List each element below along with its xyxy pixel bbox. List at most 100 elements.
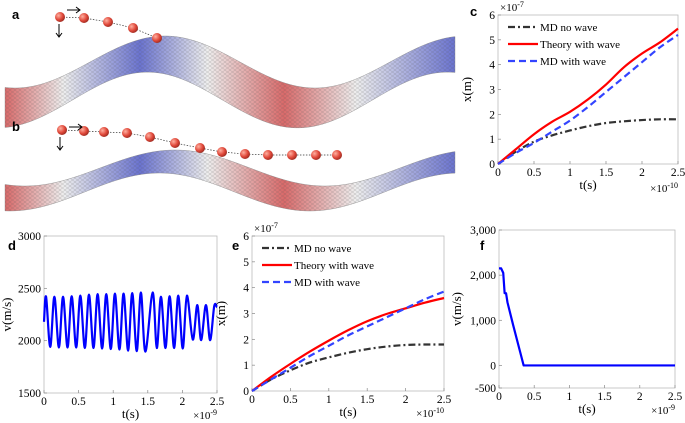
bead: [287, 150, 297, 160]
series-line-0: [251, 343, 445, 392]
legend-entry: Theory with wave: [540, 39, 620, 51]
legend-entry: Theory with wave: [294, 260, 374, 272]
x-tick-label: 0: [496, 391, 502, 403]
x-tick-label: 1: [567, 167, 573, 179]
y-tick-label: 2: [243, 334, 249, 346]
x-tick-label: 2: [403, 394, 409, 406]
panel-label: d: [8, 238, 16, 253]
x-tick-label: 2: [637, 391, 643, 403]
y-tick-label: 2500: [18, 283, 41, 295]
legend-entry: MD no wave: [540, 22, 598, 34]
bead: [170, 138, 180, 148]
graphene-sheet-b: [4, 149, 456, 212]
bead: [240, 149, 250, 159]
x-axis-label: t(s): [578, 401, 595, 416]
x-tick-label: 0: [249, 394, 255, 406]
y-tick-label: 6: [489, 10, 495, 22]
y-tick-label: 3: [243, 309, 249, 321]
chart-f: f0 0.5 1 1.5 2 2.5-50001,0002,0003,000t(s)v(m…: [449, 225, 682, 417]
bead: [263, 150, 273, 160]
legend-entry: MD with wave: [294, 277, 360, 289]
x-tick-label: 0: [41, 396, 47, 408]
x-tick-label: 2.5: [437, 394, 452, 406]
bead: [122, 128, 132, 138]
bead: [145, 132, 155, 142]
y-tick-label: 6: [243, 231, 249, 243]
series-line-1: [497, 27, 679, 165]
panel-label-b: b: [12, 119, 20, 134]
arrow-right-icon: [67, 6, 83, 131]
y-axis-label: v(m/s): [0, 298, 14, 332]
series-line-2: [251, 290, 445, 392]
panel-label: e: [232, 238, 239, 253]
x-axis-label: t(s): [122, 406, 139, 421]
x-axis-multiplier: ×10-10: [416, 406, 444, 420]
x-tick-label: 0.5: [527, 167, 542, 179]
x-tick-label: 1.5: [599, 167, 614, 179]
x-tick-label: 2.5: [210, 396, 225, 408]
y-axis-label: v(m/s): [449, 292, 464, 326]
y-tick-label: 0: [243, 386, 249, 398]
x-tick-label: 1: [567, 391, 573, 403]
x-tick-label: 1.5: [597, 391, 612, 403]
y-tick-label: 1: [489, 134, 495, 146]
panel-label: c: [470, 4, 477, 19]
y-tick-label: 1,000: [470, 315, 496, 327]
bead: [152, 33, 162, 43]
bead: [79, 126, 89, 136]
sheet-mesh: [5, 36, 455, 128]
sheet-mesh: [5, 150, 455, 211]
bead: [99, 127, 109, 137]
x-axis-multiplier: ×10-9: [651, 403, 675, 417]
bead: [217, 147, 227, 157]
x-tick-label: 0.5: [71, 396, 86, 408]
chart-d: d 0 0.5 1 1.5 2 2.5 1500 2000 2500 3000 t(s) v(m/s) ×…: [0, 231, 224, 422]
panel-label-a: a: [12, 7, 20, 22]
y-tick-label: 2000: [18, 336, 41, 348]
x-tick-label: 2.5: [668, 391, 683, 403]
x-axis-multiplier: ×10-9: [193, 408, 217, 422]
bead: [79, 13, 89, 23]
y-axis-multiplier: ×10-7: [500, 0, 524, 14]
y-tick-label: 4: [489, 60, 495, 72]
x-tick-label: 0.5: [527, 391, 542, 403]
chart-e: e 0 0.5 1 1.5 2 2.5 0 1 2 3 4 5 6 t(s) x(m) ×10-10 ×10-7 M…: [213, 221, 451, 420]
x-tick-label: 0.5: [283, 394, 298, 406]
legend-entry: MD with wave: [540, 56, 606, 68]
x-axis-label: t(s): [339, 404, 356, 419]
x-tick-label: 1: [326, 394, 332, 406]
y-tick-label: 3,000: [470, 225, 496, 237]
x-axis-multiplier: ×10-10: [650, 181, 678, 195]
y-axis-label: x(m): [213, 301, 228, 326]
plot-area: [251, 235, 445, 392]
chart-c: c 0 0.5 1 1.5 2 2.5 0 1 2 3 4 5 6 t(s) x(m) ×10-10 ×10-7 M…: [459, 0, 685, 195]
y-tick-label: 1500: [18, 388, 41, 400]
x-tick-label: 2: [180, 396, 186, 408]
x-tick-label: 1: [110, 396, 116, 408]
legend-entry: MD no wave: [294, 243, 352, 255]
y-tick-label: 3000: [18, 231, 41, 243]
series-line-2: [497, 33, 679, 165]
bead: [55, 12, 65, 22]
x-tick-label: 2: [639, 167, 645, 179]
bead: [128, 23, 138, 33]
bead: [332, 150, 342, 160]
series-line-0: [42, 291, 218, 353]
y-tick-label: 2,000: [470, 270, 496, 282]
bead: [57, 125, 67, 135]
y-tick-label: 5: [243, 257, 249, 269]
series-line-0: [499, 267, 675, 367]
x-tick-label: 1.5: [141, 396, 156, 408]
y-tick-label: 0: [489, 159, 495, 171]
bead: [311, 150, 321, 160]
bead: [103, 17, 113, 27]
y-tick-label: 1: [243, 360, 249, 372]
bead: [195, 143, 205, 153]
y-tick-label: 4: [243, 283, 249, 295]
y-tick-label: 0: [490, 360, 496, 372]
y-tick-label: 5: [489, 35, 495, 47]
plot-area: [498, 229, 676, 389]
arrow-down-icon: [55, 24, 64, 151]
